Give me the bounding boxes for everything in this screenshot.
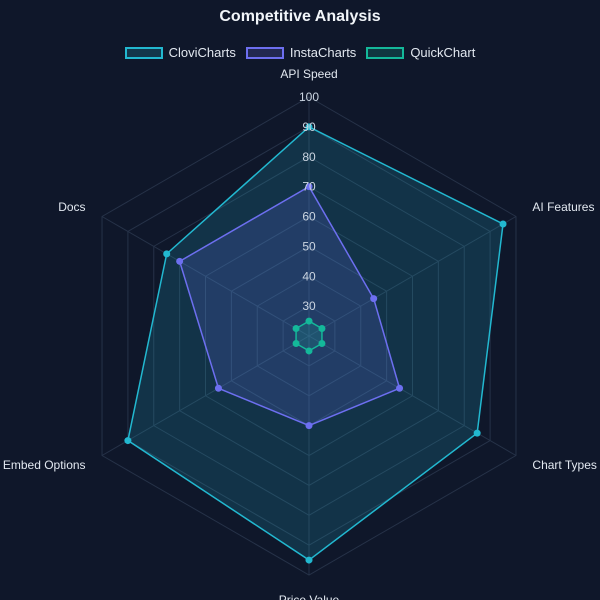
data-point-clovicharts-5 [163, 250, 171, 258]
data-point-quickchart-1 [318, 325, 326, 333]
data-point-quickchart-3 [305, 347, 313, 355]
axis-label-0: API Speed [280, 67, 337, 81]
data-point-clovicharts-0 [305, 123, 313, 131]
legend-item-quickchart[interactable]: QuickChart [366, 45, 475, 60]
legend-label-instacharts: InstaCharts [289, 45, 357, 60]
data-point-instacharts-3 [305, 422, 313, 430]
legend-item-instacharts[interactable]: InstaCharts [245, 45, 357, 60]
legend-label-quickchart: QuickChart [410, 45, 476, 60]
data-point-clovicharts-3 [305, 556, 313, 564]
data-point-quickchart-2 [318, 339, 326, 347]
series-area-quickchart [295, 320, 323, 352]
legend-swatch-instacharts [245, 46, 284, 59]
r-tick-label: 50 [302, 239, 316, 253]
data-point-clovicharts-4 [124, 437, 132, 445]
axis-label-3: Price Value [279, 593, 340, 600]
axis-label-4: Embed Options [3, 458, 86, 472]
data-point-instacharts-4 [214, 384, 222, 392]
r-tick-label: 30 [302, 299, 316, 313]
spoke-4 [101, 335, 310, 456]
data-point-instacharts-2 [396, 384, 404, 392]
data-point-quickchart-0 [305, 317, 313, 325]
data-point-quickchart-5 [292, 325, 300, 333]
r-tick-label: 90 [302, 120, 316, 134]
axis-label-1: AI Features [532, 200, 594, 214]
data-point-quickchart-4 [292, 339, 300, 347]
spoke-5 [101, 216, 310, 337]
r-tick-label: 40 [302, 269, 316, 283]
r-tick-label: 80 [302, 150, 316, 164]
legend-label-clovicharts: CloviCharts [168, 45, 236, 60]
legend: CloviCharts InstaCharts QuickChart [0, 45, 600, 60]
data-point-instacharts-1 [370, 295, 378, 303]
axis-label-2: Chart Types [532, 458, 596, 472]
data-point-instacharts-5 [176, 257, 184, 265]
data-point-clovicharts-2 [473, 429, 481, 437]
data-point-instacharts-0 [305, 183, 313, 191]
r-tick-label: 60 [302, 210, 316, 224]
data-point-clovicharts-1 [499, 220, 507, 228]
legend-item-clovicharts[interactable]: CloviCharts [124, 45, 236, 60]
chart-title: Competitive Analysis [219, 8, 381, 25]
spoke-1 [308, 216, 517, 337]
legend-swatch-clovicharts [124, 46, 163, 59]
legend-swatch-quickchart [366, 46, 405, 59]
r-tick-label: 70 [302, 180, 316, 194]
r-tick-label: 100 [299, 90, 319, 104]
axis-label-5: Docs [58, 200, 85, 214]
spoke-2 [308, 335, 517, 456]
